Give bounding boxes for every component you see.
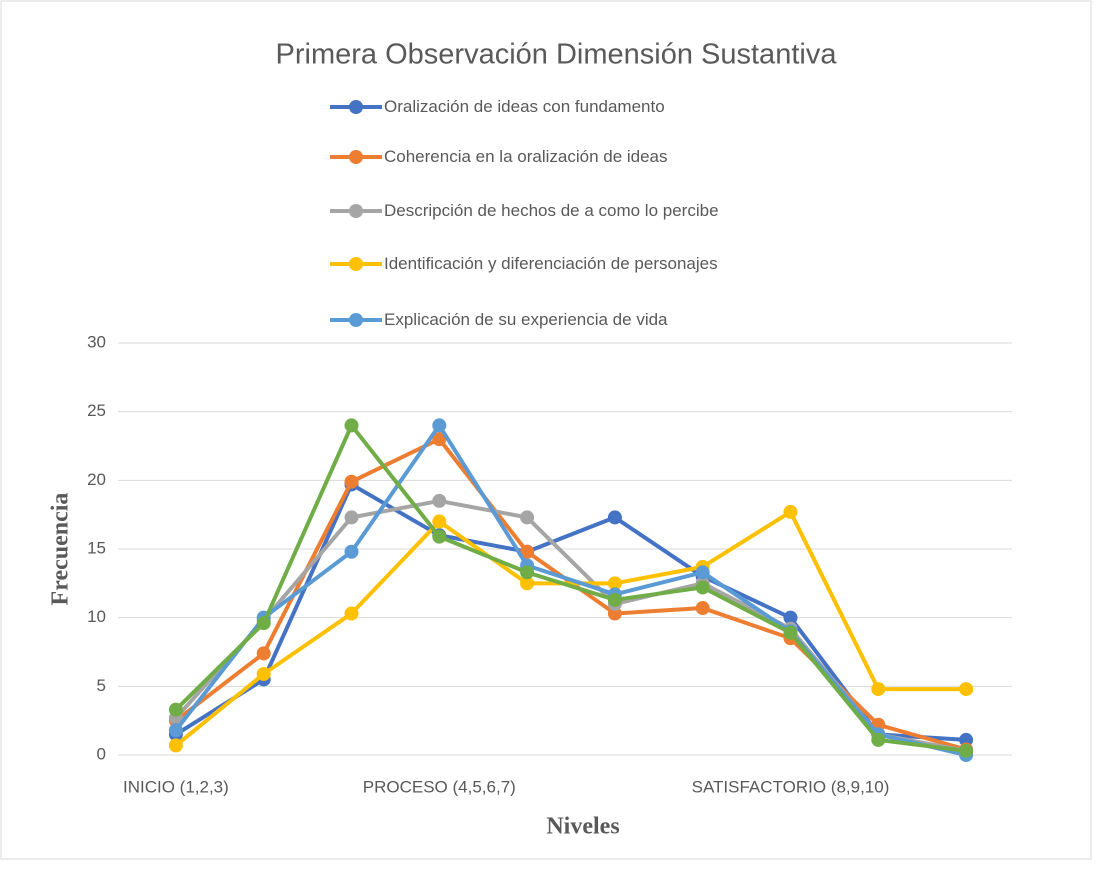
y-axis-label: Frecuencia	[48, 493, 74, 606]
x-tick-label: INICIO (1,2,3)	[123, 777, 229, 796]
y-tick-label: 25	[87, 401, 106, 420]
data-point	[607, 606, 622, 621]
legend-marker	[349, 204, 363, 218]
data-point	[432, 514, 447, 529]
legend-marker	[349, 313, 363, 327]
data-point	[871, 682, 886, 697]
data-point	[607, 592, 622, 607]
data-point	[256, 616, 271, 631]
legend-label: Identificación y diferenciación de perso…	[384, 254, 718, 273]
legend-label: Descripción de hechos de a como lo perci…	[384, 201, 719, 220]
data-point	[256, 646, 271, 661]
series-line	[174, 423, 967, 753]
data-point	[344, 418, 359, 433]
x-axis-label: Niveles	[546, 814, 619, 840]
data-point	[783, 625, 798, 640]
data-point	[695, 601, 710, 616]
series-line	[174, 423, 967, 757]
data-point	[783, 610, 798, 625]
data-point	[520, 510, 535, 525]
legend-label: Explicación de su experiencia de vida	[384, 310, 668, 329]
data-point	[520, 576, 535, 591]
data-point	[344, 474, 359, 489]
series-line	[174, 482, 967, 742]
legend-label: Coherencia en la oralización de ideas	[384, 147, 668, 166]
data-point	[695, 580, 710, 595]
data-point	[168, 723, 183, 738]
y-tick-label: 15	[87, 538, 106, 557]
legend-marker	[349, 150, 363, 164]
y-tick-label: 0	[97, 744, 106, 763]
data-point	[256, 666, 271, 681]
data-point	[344, 606, 359, 621]
series-line	[174, 509, 967, 747]
data-point	[695, 565, 710, 580]
chart-title: Primera Observación Dimensión Sustantiva	[276, 39, 838, 71]
x-tick-label: SATISFACTORIO (8,9,10)	[692, 777, 890, 796]
data-point	[959, 682, 974, 697]
data-point	[520, 544, 535, 559]
legend-marker	[349, 100, 363, 114]
data-point	[959, 743, 974, 758]
x-tick-label: PROCESO (4,5,6,7)	[363, 777, 516, 796]
data-point	[432, 529, 447, 544]
data-point	[432, 418, 447, 433]
y-tick-label: 5	[97, 676, 106, 695]
data-point	[783, 504, 798, 519]
y-tick-label: 10	[87, 607, 106, 626]
data-point	[432, 493, 447, 508]
data-point	[168, 702, 183, 717]
data-point	[607, 510, 622, 525]
data-point	[607, 576, 622, 591]
data-point	[959, 732, 974, 747]
data-point	[344, 544, 359, 559]
data-point	[871, 732, 886, 747]
data-point	[344, 510, 359, 525]
y-tick-label: 30	[87, 332, 106, 351]
legend-label: Oralización de ideas con fundamento	[384, 97, 665, 116]
data-point	[432, 432, 447, 447]
legend-marker	[349, 257, 363, 271]
data-point	[168, 738, 183, 753]
y-tick-label: 20	[87, 470, 106, 489]
data-point	[520, 565, 535, 580]
